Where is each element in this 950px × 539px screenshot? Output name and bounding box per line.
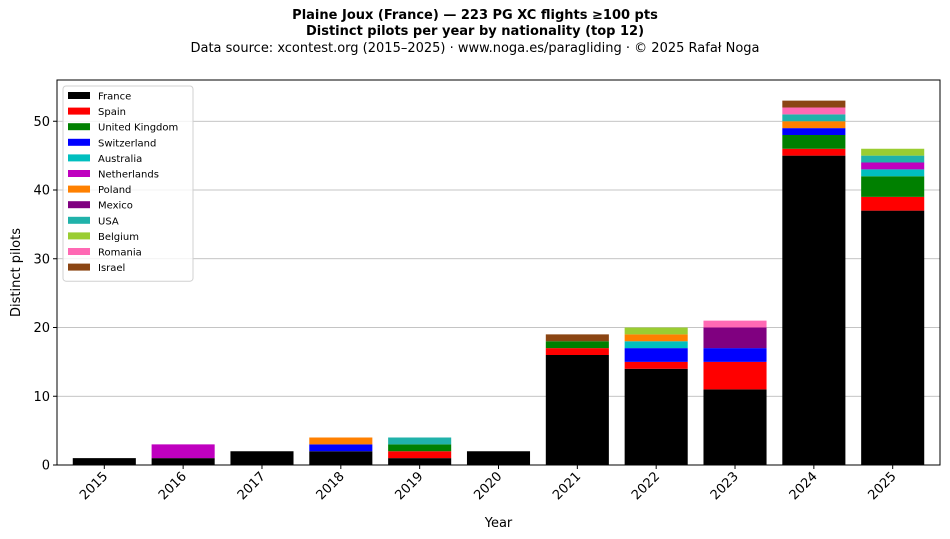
legend-entry: Spain bbox=[98, 107, 126, 118]
chart-titles: Plaine Joux (France) — 223 PG XC flights… bbox=[0, 8, 950, 57]
y-tick-label: 10 bbox=[33, 390, 50, 405]
bar-segment-france bbox=[309, 451, 373, 465]
x-axis: 2015 2016 2017 2018 2019 2020 2021 2022 2023 2024… bbox=[77, 465, 900, 503]
bar-segment-romania bbox=[782, 107, 846, 115]
x-tick-label: 2018 bbox=[314, 469, 348, 503]
bar-segment-switzerland bbox=[309, 444, 373, 452]
legend-entry: United Kingdom bbox=[98, 123, 178, 134]
bar-segment-france bbox=[782, 155, 846, 465]
bar-segment-netherlands bbox=[151, 444, 215, 459]
bar-segment-united-kingdom bbox=[782, 135, 846, 149]
legend-swatch bbox=[68, 154, 90, 162]
x-tick-label: 2020 bbox=[471, 469, 505, 503]
legend-entry: Poland bbox=[98, 185, 131, 196]
x-tick-label: 2021 bbox=[550, 469, 584, 503]
legend-entry: USA bbox=[98, 216, 119, 227]
bar-segment-france bbox=[72, 458, 136, 465]
x-axis-label: Year bbox=[484, 516, 513, 531]
chart-title: Plaine Joux (France) — 223 PG XC flights… bbox=[292, 8, 658, 23]
bar-segment-united-kingdom bbox=[388, 444, 452, 452]
legend: France Spain United Kingdom Switzerland Aust… bbox=[62, 85, 194, 282]
bar-segment-usa bbox=[861, 155, 925, 163]
bar-segment-france bbox=[861, 210, 925, 465]
x-tick-label: 2017 bbox=[235, 469, 269, 503]
x-tick-label: 2019 bbox=[392, 469, 426, 503]
bar-segment-united-kingdom bbox=[861, 176, 925, 197]
bar-segment-romania bbox=[703, 320, 767, 328]
bar-segment-australia bbox=[861, 169, 925, 177]
legend-box bbox=[62, 85, 194, 282]
y-tick-label: 40 bbox=[33, 184, 50, 199]
bar-segment-france bbox=[388, 458, 452, 465]
y-axis: 0 10 20 30 40 50 bbox=[33, 115, 57, 474]
bar-segment-usa bbox=[782, 114, 846, 122]
y-tick-label: 20 bbox=[33, 321, 50, 336]
bar-segment-switzerland bbox=[624, 348, 688, 362]
legend-entry: Romania bbox=[98, 248, 142, 259]
bar-segment-belgium bbox=[861, 148, 925, 156]
legend-swatch bbox=[68, 201, 90, 209]
bar-segment-france bbox=[624, 368, 688, 465]
legend-swatch bbox=[68, 216, 90, 224]
x-tick-label: 2024 bbox=[787, 469, 821, 503]
bar-segment-france bbox=[466, 451, 531, 465]
legend-entry: Israel bbox=[98, 263, 125, 274]
legend-entry: Australia bbox=[98, 154, 142, 165]
bar-segment-switzerland bbox=[703, 348, 767, 362]
legend-swatch bbox=[68, 92, 90, 99]
y-axis-label: Distinct pilots bbox=[9, 228, 24, 317]
bar-segment-switzerland bbox=[782, 128, 846, 135]
legend-entry: France bbox=[98, 92, 131, 103]
bars bbox=[72, 100, 925, 465]
legend-entry: Mexico bbox=[98, 201, 133, 212]
bar-segment-spain bbox=[388, 451, 452, 459]
bar-segment-poland bbox=[309, 437, 373, 445]
x-tick-label: 2015 bbox=[77, 469, 111, 503]
legend-entry: Switzerland bbox=[98, 138, 156, 149]
bar-segment-france bbox=[545, 355, 609, 465]
legend-swatch bbox=[68, 263, 90, 271]
legend-swatch bbox=[68, 185, 90, 193]
data-source-note: Data source: xcontest.org (2015–2025) · … bbox=[190, 41, 760, 56]
x-tick-label: 2022 bbox=[629, 469, 663, 503]
bar-segment-spain bbox=[545, 348, 609, 355]
bar-segment-united-kingdom bbox=[545, 341, 609, 349]
x-tick-label: 2023 bbox=[708, 469, 742, 503]
legend-swatch bbox=[68, 107, 90, 115]
bar-segment-mexico bbox=[703, 327, 767, 349]
legend-swatch bbox=[68, 138, 90, 146]
legend-swatch bbox=[68, 170, 90, 177]
legend-swatch bbox=[68, 123, 90, 131]
bar-segment-netherlands bbox=[861, 162, 925, 170]
bar-segment-poland bbox=[624, 334, 688, 342]
bar-segment-france bbox=[703, 389, 767, 465]
legend-swatch bbox=[68, 232, 90, 240]
x-tick-label: 2016 bbox=[156, 469, 190, 503]
bar-segment-spain bbox=[703, 361, 767, 390]
bar-segment-france bbox=[230, 451, 294, 465]
y-tick-label: 0 bbox=[42, 459, 50, 474]
y-tick-label: 50 bbox=[33, 115, 50, 130]
bar-segment-spain bbox=[861, 196, 925, 211]
x-tick-label: 2025 bbox=[866, 469, 900, 503]
bar-segment-spain bbox=[782, 148, 846, 156]
legend-entry: Netherlands bbox=[98, 170, 159, 181]
legend-swatch bbox=[68, 248, 90, 255]
bar-segment-israel bbox=[545, 334, 609, 342]
chart-subtitle: Distinct pilots per year by nationality … bbox=[305, 24, 645, 39]
legend-entry: Belgium bbox=[98, 232, 139, 243]
bar-segment-poland bbox=[782, 121, 846, 129]
bar-segment-australia bbox=[624, 341, 688, 349]
bar-segment-spain bbox=[624, 361, 688, 369]
bar-segment-france bbox=[151, 458, 215, 465]
bar-segment-israel bbox=[782, 100, 846, 108]
y-tick-label: 30 bbox=[33, 252, 50, 267]
bar-segment-usa bbox=[388, 437, 452, 445]
bar-segment-belgium bbox=[624, 327, 688, 335]
